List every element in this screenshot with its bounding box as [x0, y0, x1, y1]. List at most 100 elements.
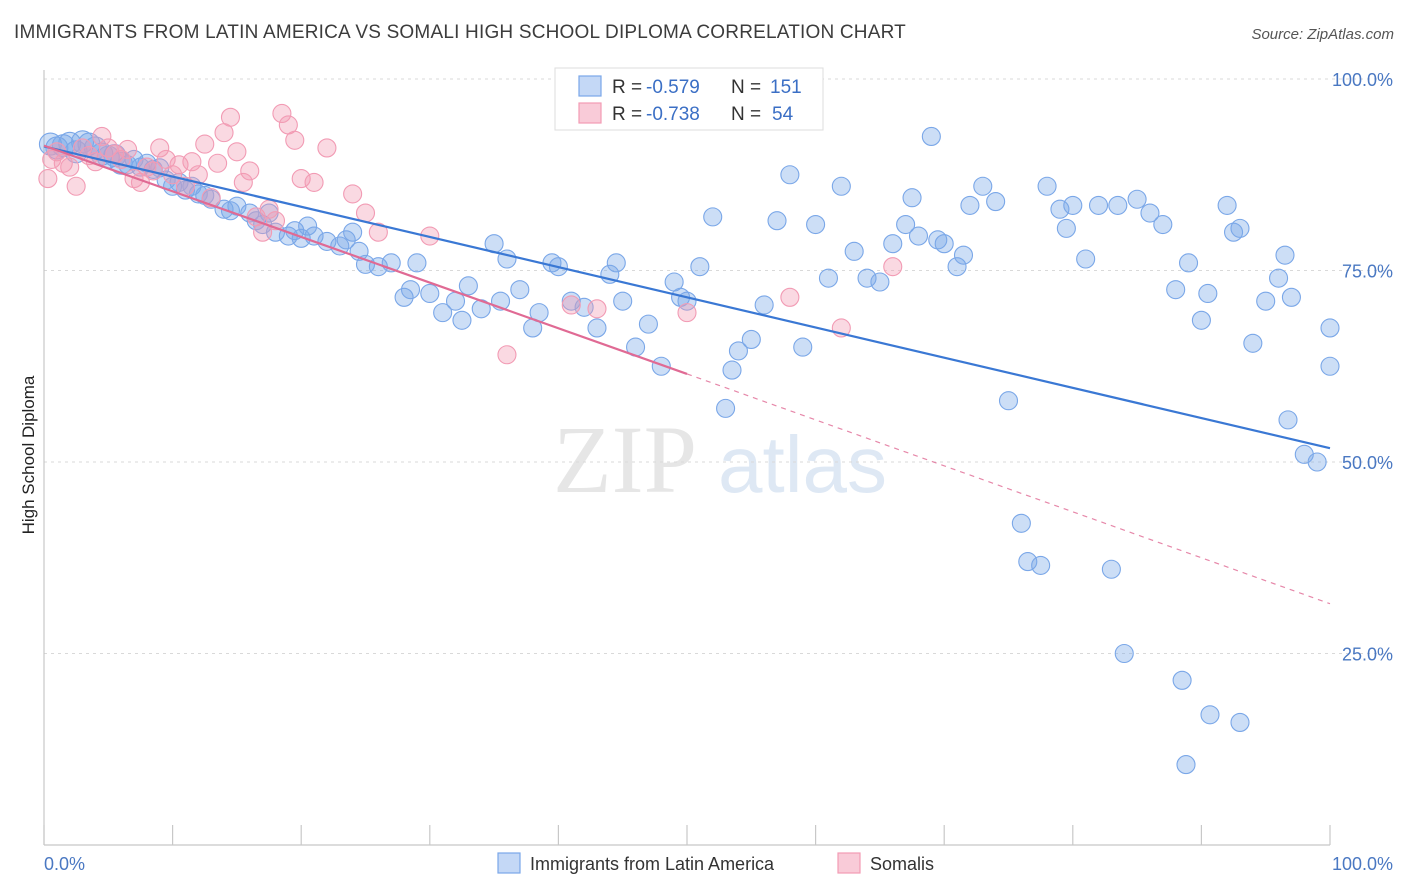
point-somalis — [195, 134, 215, 154]
point-latin-america — [1172, 670, 1192, 690]
legend-n-label-1: N = — [731, 77, 761, 98]
legend-r-label-2: R = — [612, 104, 642, 125]
point-somalis — [272, 103, 292, 124]
point-latin-america — [1140, 203, 1160, 223]
legend-swatch-latin-america — [578, 75, 602, 97]
point-latin-america — [1269, 268, 1289, 288]
point-somalis — [317, 138, 337, 158]
point-latin-america — [1275, 245, 1295, 265]
point-latin-america — [1198, 283, 1218, 304]
point-somalis — [291, 169, 311, 189]
trend-line-somalis-projection — [686, 373, 1331, 605]
legend-swatch-somalis — [578, 102, 602, 124]
legend-n-value-1: 151 — [770, 77, 802, 98]
point-latin-america — [1176, 755, 1196, 775]
point-somalis — [343, 184, 363, 204]
point-latin-america — [1127, 189, 1147, 209]
point-latin-america — [767, 211, 787, 231]
point-somalis — [285, 130, 305, 150]
point-latin-america — [510, 280, 530, 300]
point-latin-america — [298, 216, 318, 236]
point-latin-america — [452, 310, 472, 330]
point-latin-america — [400, 280, 421, 300]
point-somalis — [780, 287, 800, 307]
point-somalis — [240, 161, 260, 181]
point-latin-america — [394, 287, 414, 307]
point-latin-america — [1230, 712, 1250, 732]
point-latin-america — [1076, 249, 1096, 269]
stats-legend: R = -0.579 N = 151 R = -0.738 N = 54 — [554, 67, 824, 131]
point-somalis — [92, 126, 112, 146]
point-latin-america — [407, 253, 427, 273]
point-latin-america — [960, 195, 980, 215]
point-somalis — [66, 176, 86, 196]
point-latin-america — [1063, 195, 1083, 215]
point-latin-america — [741, 329, 761, 349]
point-latin-america — [651, 356, 671, 376]
point-latin-america — [1018, 552, 1038, 572]
point-latin-america — [606, 253, 626, 273]
point-somalis — [677, 303, 697, 323]
point-latin-america — [1320, 318, 1340, 338]
y-tick-label: 50.0% — [1342, 453, 1393, 473]
point-latin-america — [844, 241, 864, 261]
chart-source: Source: ZipAtlas.com — [1251, 26, 1394, 43]
point-somalis — [497, 345, 517, 365]
point-somalis — [587, 299, 607, 319]
point-somalis — [561, 295, 581, 315]
point-latin-america — [638, 314, 658, 334]
bottom-legend-swatch-latin-america — [497, 852, 521, 874]
point-latin-america — [793, 337, 813, 357]
trend-line-latin-america — [43, 145, 1331, 450]
point-latin-america — [1101, 559, 1121, 579]
point-latin-america — [1050, 199, 1070, 219]
trend-lines — [43, 144, 1331, 605]
x-tick-label-max: 100.0% — [1332, 854, 1393, 874]
point-latin-america — [986, 192, 1006, 212]
point-latin-america — [754, 295, 774, 315]
point-latin-america — [613, 291, 633, 311]
legend-n-value-2: 54 — [772, 104, 794, 125]
point-somalis — [233, 172, 253, 192]
point-latin-america — [1011, 513, 1031, 533]
point-latin-america — [1178, 253, 1199, 273]
point-latin-america — [317, 231, 337, 251]
point-latin-america — [458, 276, 478, 296]
watermark-atlas: atlas — [718, 420, 887, 509]
point-latin-america — [1031, 555, 1051, 575]
point-latin-america — [921, 126, 941, 146]
point-somalis — [38, 169, 58, 189]
point-latin-america — [728, 341, 748, 361]
point-latin-america — [806, 214, 826, 235]
trend-line-somalis — [43, 144, 688, 375]
point-latin-america — [1108, 195, 1128, 215]
point-latin-america — [420, 283, 440, 304]
point-latin-america — [1256, 291, 1276, 311]
y-tick-label: 25.0% — [1342, 645, 1393, 665]
point-latin-america — [1056, 218, 1076, 238]
point-latin-america — [1088, 195, 1109, 215]
point-latin-america — [1200, 705, 1220, 725]
point-latin-america — [722, 360, 742, 380]
point-latin-america — [587, 318, 607, 338]
bottom-legend-label-somalis: Somalis — [870, 854, 934, 874]
point-latin-america — [902, 188, 922, 208]
legend-r-value-2: -0.738 — [646, 104, 700, 125]
point-latin-america — [1278, 410, 1298, 430]
legend-r-label-1: R = — [612, 77, 642, 98]
point-latin-america — [336, 230, 356, 250]
watermark-zip: ZIP — [553, 406, 697, 513]
watermark: ZIP atlas — [553, 406, 887, 513]
bottom-legend-swatch-somalis — [837, 852, 861, 874]
point-latin-america — [870, 272, 890, 292]
point-latin-america — [973, 176, 993, 196]
point-latin-america — [1320, 356, 1340, 376]
point-latin-america — [883, 234, 903, 254]
point-latin-america — [1166, 280, 1186, 300]
point-latin-america — [908, 226, 929, 246]
point-somalis — [150, 138, 170, 158]
point-latin-america — [716, 398, 736, 418]
point-latin-america — [1307, 452, 1327, 472]
bottom-legend-label-latin-america: Immigrants from Latin America — [530, 854, 775, 874]
